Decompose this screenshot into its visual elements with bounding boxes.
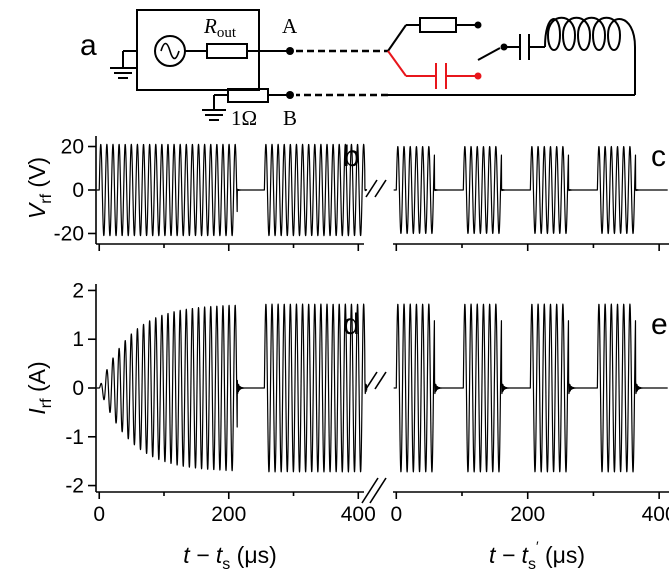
highlighted-capacitor-branch — [387, 50, 482, 89]
panel-c: c — [393, 140, 669, 251]
x-tick-label: 200 — [510, 503, 545, 526]
y-axis-title-current: Irf (A) — [24, 361, 55, 414]
y-tick-label: -20 — [54, 222, 84, 245]
x-axis-title-left: t − ts (μs) — [183, 542, 276, 571]
y-axis-title-voltage: Vrf (V) — [24, 157, 55, 219]
x-tick-label: 0 — [93, 503, 105, 526]
switch-arm — [477, 47, 501, 61]
axis-break-marks — [361, 179, 387, 504]
waveform-series — [393, 145, 669, 235]
y-tick-label: 20 — [61, 136, 84, 159]
waveform-series — [96, 143, 368, 237]
y-tick-label: -2 — [65, 475, 84, 498]
panel-letter-b: b — [343, 140, 360, 173]
waveform-series — [96, 303, 368, 473]
x-tick-label: 400 — [341, 503, 376, 526]
x-axis-title-right: t − ts′ (μs) — [489, 538, 585, 571]
coil-icon — [544, 16, 636, 51]
output-resistor — [206, 43, 248, 59]
circuit-diagram: a Rout A — [80, 9, 636, 130]
y-tick-label: 0 — [72, 179, 84, 202]
y-tick-label: -1 — [65, 426, 84, 449]
sense-resistor-label: 1Ω — [231, 106, 257, 130]
load-resistor — [419, 17, 457, 33]
y-tick-label: 2 — [72, 279, 84, 302]
panel-letter-e: e — [651, 308, 668, 341]
x-tick-label: 400 — [642, 503, 669, 526]
panel-letter-c: c — [651, 140, 666, 173]
node-a-dot — [286, 47, 294, 55]
x-tick-label: 200 — [211, 503, 246, 526]
output-resistor-label: Rout — [203, 14, 237, 41]
waveform-series — [393, 303, 669, 473]
y-tick-label: 1 — [72, 328, 84, 351]
node-a-label: A — [282, 14, 298, 38]
x-tick-label: 0 — [390, 503, 402, 526]
panel-e: e 0 200 400 — [390, 303, 669, 526]
panel-b: b -20 0 20 — [54, 136, 368, 251]
panel-letter-a: a — [80, 29, 97, 62]
y-tick-label: 0 — [72, 377, 84, 400]
node-b-label: B — [283, 106, 297, 130]
